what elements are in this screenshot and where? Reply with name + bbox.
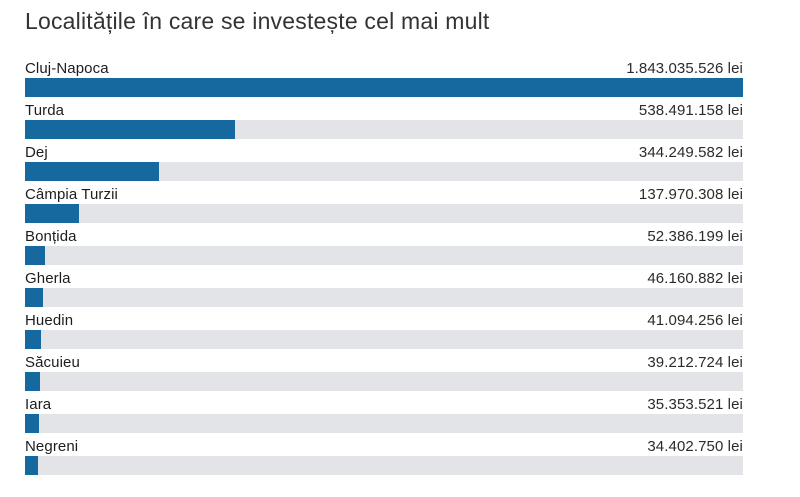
chart-rows: Cluj-Napoca 1.843.035.526 lei Turda 538.… <box>25 59 743 475</box>
bar-fill <box>25 245 46 265</box>
category-label: Huedin <box>25 311 74 329</box>
bar-fill <box>25 287 43 307</box>
bar-fill <box>25 329 41 349</box>
bar-track <box>25 329 743 349</box>
bar-fill <box>25 203 79 223</box>
value-label: 46.160.882 lei <box>647 269 743 287</box>
bar-track <box>25 413 743 433</box>
chart-row: Huedin 41.094.256 lei <box>25 311 743 349</box>
bar-track <box>25 455 743 475</box>
chart-row: Iara 35.353.521 lei <box>25 395 743 433</box>
bar-track <box>25 245 743 265</box>
category-label: Iara <box>25 395 52 413</box>
row-head: Turda 538.491.158 lei <box>25 101 743 120</box>
row-head: Dej 344.249.582 lei <box>25 143 743 162</box>
chart-row: Negreni 34.402.750 lei <box>25 437 743 475</box>
row-head: Iara 35.353.521 lei <box>25 395 743 414</box>
value-label: 538.491.158 lei <box>638 101 743 119</box>
bar-track <box>25 287 743 307</box>
chart-row: Cluj-Napoca 1.843.035.526 lei <box>25 59 743 97</box>
row-head: Negreni 34.402.750 lei <box>25 437 743 456</box>
bar-track <box>25 119 743 139</box>
chart-row: Gherla 46.160.882 lei <box>25 269 743 307</box>
row-head: Săcuieu 39.212.724 lei <box>25 353 743 372</box>
bar-fill <box>25 119 235 139</box>
bar-fill <box>25 77 743 97</box>
row-head: Huedin 41.094.256 lei <box>25 311 743 330</box>
value-label: 35.353.521 lei <box>647 395 743 413</box>
bar-track <box>25 371 743 391</box>
chart-row: Câmpia Turzii 137.970.308 lei <box>25 185 743 223</box>
bar-track <box>25 161 743 181</box>
row-head: Câmpia Turzii 137.970.308 lei <box>25 185 743 204</box>
category-label: Câmpia Turzii <box>25 185 118 203</box>
bar-fill <box>25 413 39 433</box>
chart-title: Localitățile în care se investește cel m… <box>25 8 490 34</box>
chart-row: Turda 538.491.158 lei <box>25 101 743 139</box>
value-label: 34.402.750 lei <box>647 437 743 455</box>
bar-fill <box>25 161 160 181</box>
bar-fill <box>25 455 39 475</box>
row-head: Gherla 46.160.882 lei <box>25 269 743 288</box>
bar-fill <box>25 371 41 391</box>
bar-track <box>25 77 743 97</box>
category-label: Săcuieu <box>25 353 80 371</box>
category-label: Negreni <box>25 437 79 455</box>
value-label: 41.094.256 lei <box>647 311 743 329</box>
investment-bar-chart: Localitățile în care se investește cel m… <box>25 8 743 475</box>
value-label: 1.843.035.526 lei <box>626 59 743 77</box>
bar-track <box>25 203 743 223</box>
category-label: Turda <box>25 101 65 119</box>
category-label: Bonțida <box>25 227 77 245</box>
category-label: Cluj-Napoca <box>25 59 109 77</box>
category-label: Dej <box>25 143 48 161</box>
value-label: 52.386.199 lei <box>647 227 743 245</box>
chart-row: Dej 344.249.582 lei <box>25 143 743 181</box>
value-label: 344.249.582 lei <box>638 143 743 161</box>
value-label: 39.212.724 lei <box>647 353 743 371</box>
chart-row: Săcuieu 39.212.724 lei <box>25 353 743 391</box>
row-head: Cluj-Napoca 1.843.035.526 lei <box>25 59 743 78</box>
value-label: 137.970.308 lei <box>638 185 743 203</box>
row-head: Bonțida 52.386.199 lei <box>25 227 743 246</box>
category-label: Gherla <box>25 269 71 287</box>
chart-row: Bonțida 52.386.199 lei <box>25 227 743 265</box>
